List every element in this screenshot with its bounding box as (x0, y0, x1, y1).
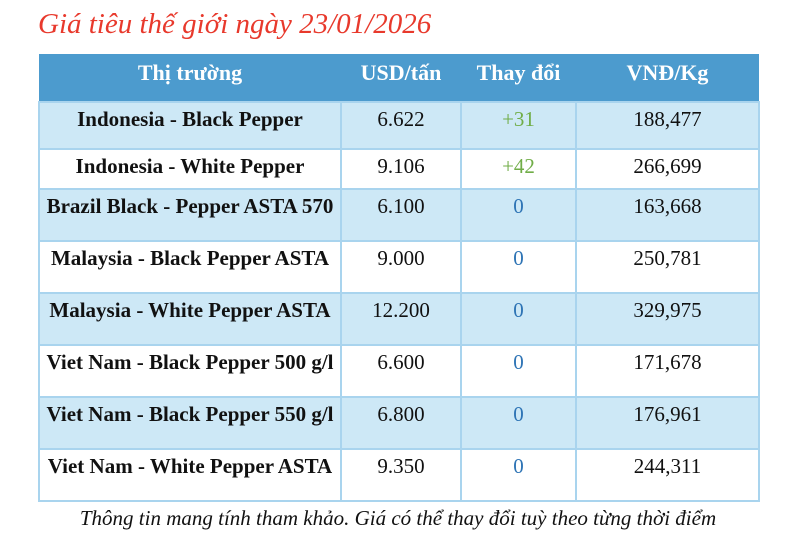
table-row: Viet Nam - Black Pepper 500 g/l 6.600 0 171… (38, 344, 760, 399)
change-cell: 0 (460, 292, 577, 347)
usd-cell: 12.200 (340, 292, 462, 347)
table-row: Indonesia - White Pepper 9.106 +42 266,699 (38, 148, 760, 191)
table-row: Viet Nam - White Pepper ASTA 9.350 0 244,31… (38, 448, 760, 503)
market-cell: Viet Nam - Black Pepper 550 g/l (38, 396, 342, 451)
change-cell: 0 (460, 344, 577, 399)
vnd-cell: 163,668 (575, 188, 760, 243)
disclaimer-note: Thông tin mang tính tham khảo. Giá có th… (79, 506, 717, 531)
table-row: Brazil Black - Pepper ASTA 570 6.100 0 163,… (38, 188, 760, 243)
change-cell: 0 (460, 448, 577, 503)
market-cell: Malaysia - White Pepper ASTA (38, 292, 342, 347)
table-row: Malaysia - Black Pepper ASTA 9.000 0 250,78… (38, 240, 760, 295)
vnd-cell: 171,678 (575, 344, 760, 399)
table-row: Indonesia - Black Pepper 6.622 +31 188,477 (38, 101, 760, 151)
market-cell: Indonesia - White Pepper (38, 148, 342, 191)
usd-cell: 6.100 (340, 188, 462, 243)
vnd-cell: 250,781 (575, 240, 760, 295)
usd-cell: 9.106 (340, 148, 462, 191)
usd-cell: 9.000 (340, 240, 462, 295)
vnd-cell: 188,477 (575, 101, 760, 151)
usd-cell: 9.350 (340, 448, 462, 503)
header-row: Thị trường USD/tấn Thay đổi VNĐ/Kg (39, 54, 759, 103)
change-cell: +31 (460, 101, 577, 151)
table-row: Malaysia - White Pepper ASTA 12.200 0 329,9… (38, 292, 760, 347)
header-usd-per-ton: USD/tấn (341, 54, 461, 103)
market-cell: Malaysia - Black Pepper ASTA (38, 240, 342, 295)
change-cell: 0 (460, 396, 577, 451)
header-vnd-per-kg: VNĐ/Kg (576, 54, 759, 103)
change-cell: +42 (460, 148, 577, 191)
market-cell: Viet Nam - White Pepper ASTA (38, 448, 342, 503)
usd-cell: 6.600 (340, 344, 462, 399)
market-cell: Brazil Black - Pepper ASTA 570 (38, 188, 342, 243)
price-table-body: Indonesia - Black Pepper 6.622 +31 188,477 I… (38, 101, 760, 503)
vnd-cell: 176,961 (575, 396, 760, 451)
change-cell: 0 (460, 240, 577, 295)
table-header: Thị trường USD/tấn Thay đổi VNĐ/Kg (39, 54, 759, 103)
vnd-cell: 244,311 (575, 448, 760, 503)
usd-cell: 6.622 (340, 101, 462, 151)
vnd-cell: 329,975 (575, 292, 760, 347)
usd-cell: 6.800 (340, 396, 462, 451)
vnd-cell: 266,699 (575, 148, 760, 191)
header-change: Thay đổi (461, 54, 576, 103)
pepper-price-table: Thị trường USD/tấn Thay đổi VNĐ/Kg Indon… (38, 54, 760, 503)
table-row: Viet Nam - Black Pepper 550 g/l 6.800 0 176… (38, 396, 760, 451)
header-market: Thị trường (39, 54, 341, 103)
market-cell: Indonesia - Black Pepper (38, 101, 342, 151)
change-cell: 0 (460, 188, 577, 243)
market-cell: Viet Nam - Black Pepper 500 g/l (38, 344, 342, 399)
page-title: Giá tiêu thế giới ngày 23/01/2026 (38, 8, 432, 40)
